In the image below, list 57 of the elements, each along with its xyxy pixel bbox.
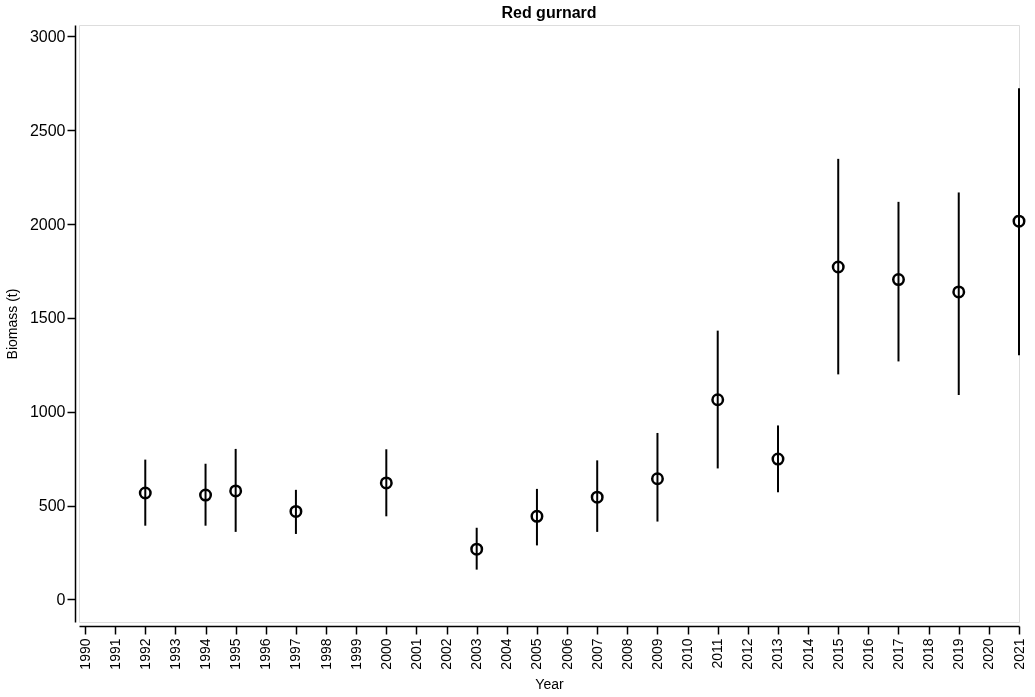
- x-tick-label: 1996: [257, 638, 274, 670]
- point: [289, 504, 303, 518]
- x-tick-label: 2019: [950, 638, 967, 670]
- point: [831, 260, 845, 274]
- point: [891, 273, 905, 287]
- x-tick-label: 2003: [468, 638, 485, 670]
- point: [1012, 214, 1026, 228]
- x-tick-label: 2015: [829, 638, 846, 670]
- x-tick-label: 2004: [498, 638, 515, 670]
- x-tick-label: 2020: [980, 638, 997, 670]
- chart-title: Red gurnard: [501, 4, 597, 21]
- x-tick-label: 2021: [1010, 638, 1027, 670]
- point: [138, 486, 152, 500]
- x-tick-label: 2002: [438, 638, 455, 670]
- x-tick-label: 2014: [799, 638, 816, 670]
- point: [590, 490, 604, 504]
- x-tick-label: 1990: [76, 638, 93, 670]
- x-tick-label: 1994: [197, 638, 214, 670]
- point: [711, 393, 725, 407]
- point: [530, 509, 544, 523]
- x-tick-label: 2005: [528, 638, 545, 670]
- x-tick-label: 1997: [287, 638, 304, 670]
- point: [229, 484, 243, 498]
- y-axis-title: Biomass (t): [3, 288, 20, 360]
- x-tick-label: 2001: [407, 638, 424, 670]
- point: [650, 472, 664, 486]
- y-tick-label: 500: [38, 497, 66, 515]
- x-tick-label: 2006: [558, 638, 575, 670]
- x-tick-label: 2016: [859, 638, 876, 670]
- point: [470, 542, 484, 556]
- x-tick-label: 2000: [377, 638, 394, 670]
- x-tick-label: 1992: [136, 638, 153, 670]
- x-tick-label: 2010: [679, 638, 696, 670]
- y-tick-label: 3000: [29, 27, 66, 45]
- y-tick-label: 1500: [29, 309, 66, 327]
- x-tick-label: 2017: [889, 638, 906, 670]
- x-tick-label: 1995: [227, 638, 244, 670]
- point: [771, 452, 785, 466]
- y-tick-label: 2000: [29, 215, 66, 233]
- x-tick-label: 2011: [709, 638, 726, 669]
- y-tick-label: 1000: [29, 403, 66, 421]
- point: [379, 476, 393, 490]
- x-tick-label: 2012: [739, 638, 756, 670]
- x-tick-label: 1991: [106, 638, 123, 670]
- x-tick-label: 2009: [648, 638, 665, 670]
- point: [199, 488, 213, 502]
- x-tick-label: 1999: [347, 638, 364, 670]
- x-tick-label: 1998: [317, 638, 334, 670]
- point: [952, 285, 966, 299]
- x-axis-title: Year: [535, 675, 564, 692]
- x-tick-label: 1993: [166, 638, 183, 670]
- y-tick-label: 0: [56, 590, 66, 608]
- x-tick-label: 2013: [769, 638, 786, 670]
- x-tick-label: 2018: [920, 638, 937, 670]
- x-tick-label: 2008: [618, 638, 635, 670]
- x-tick-label: 2007: [588, 638, 605, 670]
- y-tick-label: 2500: [29, 121, 66, 139]
